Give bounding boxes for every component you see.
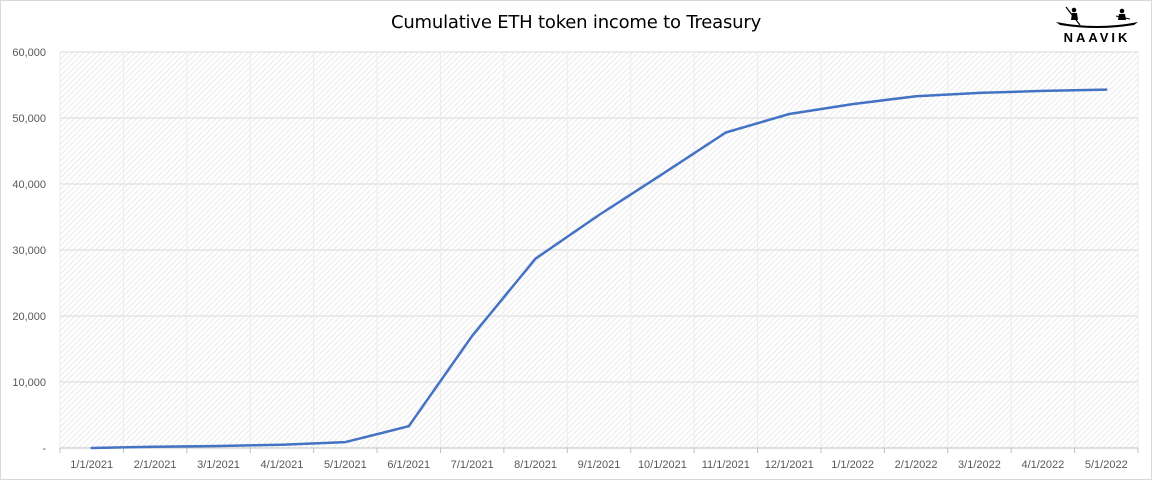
y-tick-label: 60,000 [12, 47, 46, 59]
x-tick-label: 2/1/2021 [134, 459, 177, 471]
x-tick-label: 5/1/2021 [324, 459, 367, 471]
y-tick-label: 20,000 [12, 311, 46, 323]
x-tick-label: 10/1/2021 [638, 459, 687, 471]
y-tick-label: 50,000 [12, 113, 46, 125]
x-tick-label: 11/1/2021 [702, 459, 750, 471]
boat-icon [1056, 6, 1138, 28]
x-tick-label: 2/1/2022 [895, 459, 938, 471]
y-tick-label: 40,000 [12, 179, 46, 191]
y-tick-label: 10,000 [12, 377, 46, 389]
x-tick-label: 3/1/2021 [197, 459, 240, 471]
series-line [90, 88, 1108, 450]
logo-text: NAAVIK [1063, 30, 1131, 45]
x-tick-label: 3/1/2022 [958, 459, 1001, 471]
x-tick-label: 7/1/2021 [451, 459, 494, 471]
x-tick-label: 9/1/2021 [578, 459, 621, 471]
axes: - 10,000 20,000 30,000 40,000 50,000 60,000 1/1… [12, 47, 1139, 471]
gridlines [59, 51, 1139, 449]
x-tick-label: 8/1/2021 [514, 459, 557, 471]
naavik-logo: NAAVIK [1052, 4, 1142, 48]
x-tick-label: 1/1/2022 [831, 459, 874, 471]
x-tick-label: 1/1/2021 [70, 459, 113, 471]
x-tick-label: 5/1/2022 [1085, 459, 1128, 471]
y-tick-label: - [42, 443, 46, 455]
chart-title: Cumulative ETH token income to Treasury [390, 12, 762, 33]
x-tick-label: 6/1/2021 [387, 459, 430, 471]
x-tick-label: 4/1/2022 [1021, 459, 1064, 471]
x-tick-label: 4/1/2021 [261, 459, 304, 471]
y-tick-label: 30,000 [12, 245, 46, 257]
series-layer [90, 88, 1108, 450]
x-tick-label: 12/1/2021 [765, 459, 814, 471]
